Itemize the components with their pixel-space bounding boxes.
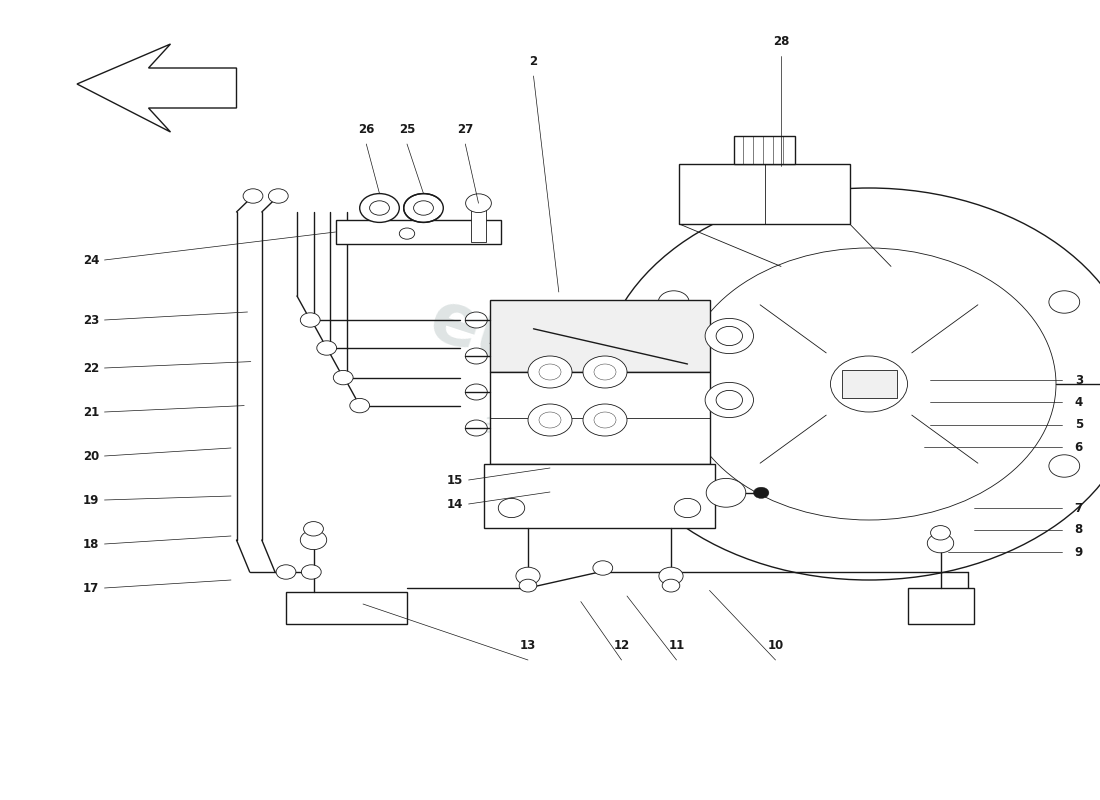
Circle shape [528, 356, 572, 388]
Text: 10: 10 [768, 639, 783, 652]
Circle shape [404, 194, 443, 222]
Circle shape [268, 189, 288, 203]
Circle shape [661, 345, 681, 359]
Bar [842, 370, 896, 398]
Circle shape [243, 189, 263, 203]
Circle shape [674, 498, 701, 518]
Text: 20: 20 [82, 450, 99, 462]
Bar [600, 340, 688, 420]
Text: 18: 18 [82, 538, 99, 550]
Circle shape [333, 370, 353, 385]
Circle shape [705, 382, 754, 418]
Circle shape [300, 530, 327, 550]
Circle shape [370, 201, 389, 215]
Circle shape [583, 356, 627, 388]
Bar [490, 372, 710, 464]
Text: 4: 4 [1075, 396, 1082, 409]
Text: 21: 21 [82, 406, 99, 418]
Circle shape [317, 341, 337, 355]
Text: 25: 25 [399, 123, 415, 136]
Circle shape [498, 498, 525, 518]
Circle shape [583, 404, 627, 436]
Text: 27: 27 [458, 123, 473, 136]
Circle shape [830, 356, 908, 412]
Circle shape [360, 194, 399, 222]
Text: 12: 12 [614, 639, 629, 652]
Circle shape [716, 326, 742, 346]
Bar [908, 588, 974, 624]
Circle shape [858, 376, 880, 392]
Circle shape [658, 290, 689, 313]
Circle shape [399, 228, 415, 239]
Text: 11: 11 [669, 639, 684, 652]
Circle shape [706, 478, 746, 507]
Circle shape [931, 526, 950, 540]
Circle shape [539, 412, 561, 428]
Circle shape [658, 454, 689, 477]
Circle shape [304, 522, 323, 536]
Text: a passion for parts since 1985: a passion for parts since 1985 [478, 410, 886, 566]
Bar [336, 220, 500, 244]
Circle shape [594, 412, 616, 428]
Text: 17: 17 [82, 582, 99, 594]
Text: 8: 8 [1075, 523, 1082, 536]
Text: 22: 22 [82, 362, 99, 374]
Text: 15: 15 [447, 474, 463, 486]
Circle shape [600, 188, 1100, 580]
Text: eurocarparts: eurocarparts [421, 286, 943, 514]
Bar [679, 164, 849, 224]
Bar [490, 300, 710, 372]
Circle shape [1049, 290, 1080, 313]
Bar [286, 592, 407, 624]
Text: 13: 13 [520, 639, 536, 652]
Circle shape [301, 565, 321, 579]
Text: 6: 6 [1075, 441, 1082, 454]
Bar [735, 136, 794, 164]
Circle shape [606, 401, 626, 415]
Circle shape [276, 565, 296, 579]
Text: 7: 7 [1075, 502, 1082, 514]
Circle shape [594, 364, 616, 380]
Circle shape [465, 312, 487, 328]
Circle shape [350, 398, 370, 413]
Circle shape [465, 194, 492, 213]
Text: 23: 23 [82, 314, 99, 326]
Circle shape [300, 313, 320, 327]
Text: 9: 9 [1075, 546, 1082, 558]
Text: 2: 2 [529, 55, 538, 68]
Circle shape [659, 567, 683, 585]
Circle shape [593, 561, 613, 575]
Circle shape [754, 487, 769, 498]
Circle shape [682, 248, 1056, 520]
Circle shape [465, 420, 487, 436]
Text: 19: 19 [82, 494, 99, 506]
Circle shape [606, 345, 626, 359]
Circle shape [465, 348, 487, 364]
Circle shape [465, 384, 487, 400]
Text: 28: 28 [773, 35, 789, 48]
Circle shape [414, 201, 433, 215]
Text: 3: 3 [1075, 374, 1082, 386]
Circle shape [705, 318, 754, 354]
Text: 26: 26 [359, 123, 374, 136]
Circle shape [661, 401, 681, 415]
Circle shape [662, 579, 680, 592]
Text: 14: 14 [447, 498, 463, 510]
Circle shape [528, 404, 572, 436]
Circle shape [716, 390, 742, 410]
Circle shape [516, 567, 540, 585]
Bar [484, 464, 715, 528]
Circle shape [539, 364, 561, 380]
Text: 24: 24 [82, 254, 99, 266]
Circle shape [519, 579, 537, 592]
Circle shape [1049, 454, 1080, 477]
Text: 5: 5 [1075, 418, 1082, 431]
Bar [471, 203, 486, 242]
Circle shape [927, 534, 954, 553]
